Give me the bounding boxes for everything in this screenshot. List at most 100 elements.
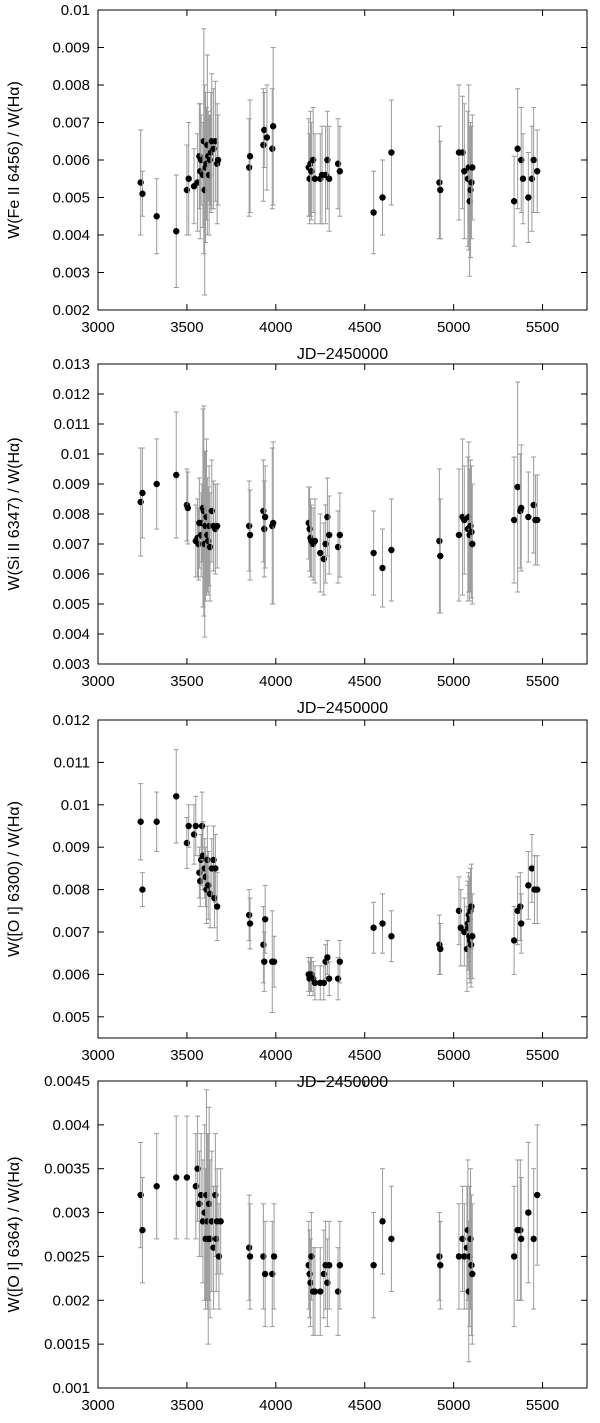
y-tick-label: 0.011	[54, 416, 90, 433]
data-point	[525, 882, 532, 889]
data-point	[530, 1235, 537, 1243]
data-point	[324, 954, 331, 961]
x-axis-label: JD−2450000	[297, 700, 388, 717]
data-point	[317, 549, 324, 557]
data-point	[525, 513, 532, 521]
data-point	[461, 1253, 468, 1260]
data-point	[311, 1288, 319, 1295]
data-point	[336, 531, 344, 539]
data-point	[173, 471, 180, 479]
data-point	[261, 958, 268, 965]
data-point	[534, 886, 541, 893]
x-tick-label: 4500	[348, 319, 381, 336]
data-point	[213, 1235, 220, 1243]
data-point	[214, 156, 222, 164]
data-point	[514, 145, 521, 152]
data-point	[205, 522, 213, 530]
data-point	[528, 865, 536, 872]
data-point	[469, 1270, 476, 1278]
data-point	[517, 903, 524, 910]
x-tick-label: 5500	[526, 319, 559, 336]
data-point	[510, 937, 518, 944]
x-tick-label: 4000	[259, 1397, 292, 1414]
x-tick-label: 4500	[348, 1047, 381, 1064]
x-tick-label: 3000	[81, 673, 114, 690]
y-tick-label: 0.006	[52, 152, 90, 169]
y-tick-label: 0.007	[52, 536, 90, 553]
x-tick-label: 5500	[526, 1397, 559, 1414]
data-point	[530, 156, 537, 164]
data-point	[379, 1218, 386, 1225]
y-tick-label: 0.008	[52, 77, 90, 94]
x-tick-label: 3000	[81, 319, 114, 336]
x-tick-label: 4000	[259, 1047, 292, 1064]
data-point	[183, 1174, 191, 1181]
data-point	[514, 483, 521, 491]
data-point	[325, 1262, 333, 1269]
y-tick-label: 0.003	[52, 265, 90, 282]
data-point	[469, 540, 476, 548]
data-point	[269, 123, 277, 130]
data-point	[211, 894, 218, 902]
chart-panel-3: 3000 3500 4000 4500 5000 5500 0.005 0.006 0.007 0…	[6, 712, 588, 1091]
y-tick-label: 0.006	[52, 566, 90, 583]
data-point	[510, 516, 518, 524]
y-tick-label: 0.013	[52, 356, 90, 373]
data-point	[510, 1253, 518, 1260]
data-point	[518, 920, 525, 927]
y-tick-label: 0.012	[52, 386, 90, 403]
data-point	[534, 1191, 541, 1199]
y-tick-label: 0.011	[54, 754, 90, 771]
y-tick-label: 0.003	[52, 656, 90, 673]
y-tick-label: 0.004	[52, 626, 90, 643]
x-tick-label: 5000	[437, 673, 470, 690]
data-point	[525, 1209, 532, 1216]
data-point	[468, 528, 475, 536]
data-point	[213, 522, 221, 530]
x-tick-label: 4000	[259, 673, 292, 690]
data-point	[436, 537, 443, 545]
y-tick-label: 0.0035	[44, 1161, 90, 1178]
x-tick-label: 5000	[437, 1397, 470, 1414]
data-point	[388, 1235, 395, 1243]
data-point	[336, 1262, 344, 1269]
y-tick-label: 0.005	[52, 596, 90, 613]
data-point	[173, 1174, 180, 1181]
data-point	[261, 126, 268, 134]
y-tick-label: 0.009	[52, 839, 90, 856]
data-point	[139, 1226, 146, 1234]
data-point	[457, 924, 464, 931]
data-point	[246, 1253, 254, 1260]
data-point	[436, 1253, 443, 1260]
data-point	[137, 818, 144, 825]
y-tick-label: 0.01	[61, 446, 90, 463]
data-point	[370, 1262, 377, 1269]
data-point	[173, 228, 180, 235]
data-point	[325, 531, 333, 539]
x-tick-label: 3500	[170, 1047, 203, 1064]
data-point	[336, 168, 344, 175]
data-point	[246, 531, 254, 539]
y-axis-label: W(Fe II 6456) / W(Hα)	[6, 81, 23, 239]
x-tick-label: 5500	[526, 1047, 559, 1064]
data-point	[261, 513, 269, 521]
data-point	[370, 924, 377, 931]
x-tick-label: 5500	[526, 673, 559, 690]
data-point	[311, 979, 319, 987]
y-tick-label: 0.0015	[44, 1336, 90, 1353]
y-tick-label: 0.01	[61, 797, 90, 814]
y-tick-label: 0.001	[52, 1380, 90, 1397]
x-tick-label: 3500	[170, 1397, 203, 1414]
data-point	[261, 916, 269, 923]
data-point	[379, 194, 386, 201]
data-point	[525, 194, 532, 201]
data-point	[336, 958, 344, 965]
y-tick-label: 0.009	[52, 476, 90, 493]
data-point	[510, 198, 518, 205]
data-point	[370, 549, 377, 557]
data-point	[468, 1262, 475, 1269]
data-point	[139, 190, 146, 197]
data-point	[245, 522, 253, 530]
data-point	[261, 1270, 269, 1278]
